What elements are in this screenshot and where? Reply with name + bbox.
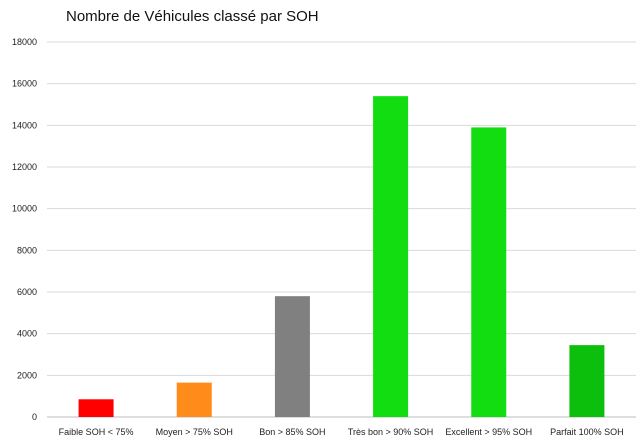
- x-category-label: Bon > 85% SOH: [259, 427, 325, 437]
- y-tick-label: 16000: [12, 79, 37, 89]
- y-tick-label: 18000: [12, 37, 37, 47]
- bar: [471, 127, 507, 418]
- y-tick-label: 4000: [17, 329, 37, 339]
- x-category-label: Très bon > 90% SOH: [348, 427, 433, 437]
- y-tick-label: 2000: [17, 370, 37, 380]
- bar: [176, 382, 212, 417]
- y-tick-label: 0: [32, 412, 37, 422]
- x-category-label: Excellent > 95% SOH: [445, 427, 532, 437]
- x-axis-category-labels: Faible SOH < 75% Moyen > 75% SOH Bon > 85%…: [59, 427, 624, 437]
- y-tick-label: 8000: [17, 245, 37, 255]
- bar: [373, 96, 409, 418]
- x-category-label: Faible SOH < 75%: [59, 427, 134, 437]
- y-tick-label: 6000: [17, 287, 37, 297]
- x-category-label: Moyen > 75% SOH: [156, 427, 233, 437]
- y-axis-tick-labels: 0 2000 4000 6000 8000 10000 12000 14000 16000 180…: [12, 37, 37, 422]
- bars: [78, 96, 605, 418]
- y-tick-label: 12000: [12, 162, 37, 172]
- y-tick-label: 10000: [12, 204, 37, 214]
- bar: [569, 345, 605, 417]
- chart-title: Nombre de Véhicules classé par SOH: [66, 8, 319, 25]
- bar: [274, 296, 310, 417]
- gridlines: [47, 41, 636, 418]
- y-tick-label: 14000: [12, 120, 37, 130]
- bar: [78, 399, 114, 417]
- x-category-label: Parfait 100% SOH: [550, 427, 624, 437]
